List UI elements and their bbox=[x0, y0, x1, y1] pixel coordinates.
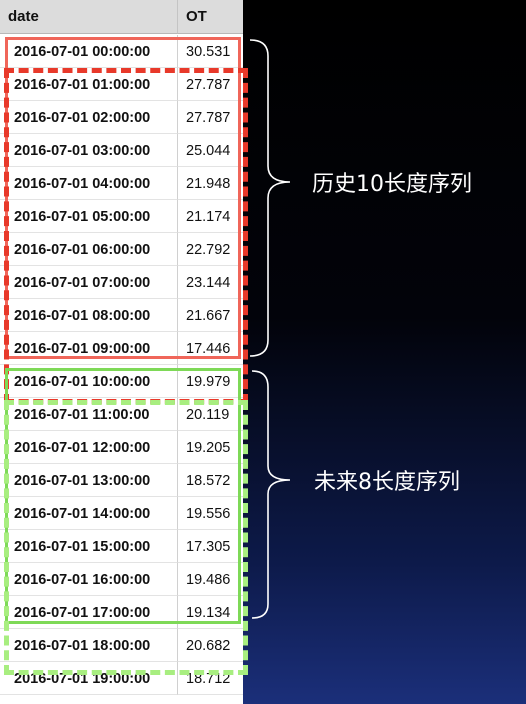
ot-value-cell: 20.682 bbox=[178, 629, 243, 662]
date-cell: 2016-07-01 19:00:00 bbox=[0, 662, 178, 695]
future-length-label: 未来8长度序列 bbox=[314, 470, 460, 495]
table-row: 2016-07-01 13:00:00 18.572 bbox=[0, 464, 243, 497]
ot-value-cell: 18.572 bbox=[178, 464, 243, 497]
ot-value-cell: 18.712 bbox=[178, 662, 243, 695]
table-row: 2016-07-01 03:00:00 25.044 bbox=[0, 134, 243, 167]
ot-value-cell: 17.446 bbox=[178, 332, 243, 365]
history-length-label: 历史10长度序列 bbox=[312, 172, 472, 197]
table-row: 2016-07-01 02:00:00 27.787 bbox=[0, 101, 243, 134]
date-cell: 2016-07-01 15:00:00 bbox=[0, 530, 178, 563]
date-cell: 2016-07-01 03:00:00 bbox=[0, 134, 178, 167]
table-row: 2016-07-01 00:00:00 30.531 bbox=[0, 35, 243, 68]
table-row: 2016-07-01 05:00:00 21.174 bbox=[0, 200, 243, 233]
table-row: 2016-07-01 16:00:00 19.486 bbox=[0, 563, 243, 596]
ot-value-cell: 22.792 bbox=[178, 233, 243, 266]
ot-value-cell: 17.305 bbox=[178, 530, 243, 563]
table-row: 2016-07-01 01:00:00 27.787 bbox=[0, 68, 243, 101]
date-cell: 2016-07-01 14:00:00 bbox=[0, 497, 178, 530]
date-cell: 2016-07-01 11:00:00 bbox=[0, 398, 178, 431]
table-row: 2016-07-01 09:00:00 17.446 bbox=[0, 332, 243, 365]
ot-value-cell: 25.044 bbox=[178, 134, 243, 167]
ot-value-cell: 27.787 bbox=[178, 68, 243, 101]
ot-value-cell: 19.134 bbox=[178, 596, 243, 629]
ot-value-cell: 19.979 bbox=[178, 365, 243, 398]
date-cell: 2016-07-01 02:00:00 bbox=[0, 101, 178, 134]
date-cell: 2016-07-01 12:00:00 bbox=[0, 431, 178, 464]
date-cell: 2016-07-01 16:00:00 bbox=[0, 563, 178, 596]
date-cell: 2016-07-01 01:00:00 bbox=[0, 68, 178, 101]
history-brace-icon bbox=[249, 39, 291, 357]
column-header-ot: OT bbox=[178, 0, 243, 34]
date-cell: 2016-07-01 09:00:00 bbox=[0, 332, 178, 365]
ot-value-cell: 19.556 bbox=[178, 497, 243, 530]
table-row: 2016-07-01 17:00:00 19.134 bbox=[0, 596, 243, 629]
table-row: 2016-07-01 15:00:00 17.305 bbox=[0, 530, 243, 563]
date-cell: 2016-07-01 07:00:00 bbox=[0, 266, 178, 299]
date-cell: 2016-07-01 06:00:00 bbox=[0, 233, 178, 266]
ot-value-cell: 19.205 bbox=[178, 431, 243, 464]
date-cell: 2016-07-01 05:00:00 bbox=[0, 200, 178, 233]
ot-value-cell: 20.119 bbox=[178, 398, 243, 431]
date-cell: 2016-07-01 17:00:00 bbox=[0, 596, 178, 629]
date-cell: 2016-07-01 08:00:00 bbox=[0, 299, 178, 332]
date-cell: 2016-07-01 18:00:00 bbox=[0, 629, 178, 662]
date-cell: 2016-07-01 13:00:00 bbox=[0, 464, 178, 497]
table-row: 2016-07-01 04:00:00 21.948 bbox=[0, 167, 243, 200]
ot-value-cell: 27.787 bbox=[178, 101, 243, 134]
column-header-date: date bbox=[0, 0, 178, 34]
future-brace-icon bbox=[251, 370, 291, 619]
ot-value-cell: 21.948 bbox=[178, 167, 243, 200]
table-row: 2016-07-01 14:00:00 19.556 bbox=[0, 497, 243, 530]
table-row: 2016-07-01 07:00:00 23.144 bbox=[0, 266, 243, 299]
ot-value-cell: 21.174 bbox=[178, 200, 243, 233]
table-row: 2016-07-01 12:00:00 19.205 bbox=[0, 431, 243, 464]
date-cell: 2016-07-01 04:00:00 bbox=[0, 167, 178, 200]
table-row: 2016-07-01 19:00:00 18.712 bbox=[0, 662, 243, 695]
table-row: 2016-07-01 10:00:00 19.979 bbox=[0, 365, 243, 398]
target-window-dashed-box bbox=[4, 400, 248, 675]
data-table: date OT 2016-07-01 00:00:00 30.531 2016-07… bbox=[0, 0, 243, 704]
ot-value-cell: 19.486 bbox=[178, 563, 243, 596]
table-row: 2016-07-01 11:00:00 20.119 bbox=[0, 398, 243, 431]
table-row: 2016-07-01 06:00:00 22.792 bbox=[0, 233, 243, 266]
date-cell: 2016-07-01 00:00:00 bbox=[0, 35, 178, 68]
table-row: 2016-07-01 18:00:00 20.682 bbox=[0, 629, 243, 662]
ot-value-cell: 21.667 bbox=[178, 299, 243, 332]
ot-value-cell: 30.531 bbox=[178, 35, 243, 68]
ot-value-cell: 23.144 bbox=[178, 266, 243, 299]
date-cell: 2016-07-01 10:00:00 bbox=[0, 365, 178, 398]
table-row: 2016-07-01 08:00:00 21.667 bbox=[0, 299, 243, 332]
